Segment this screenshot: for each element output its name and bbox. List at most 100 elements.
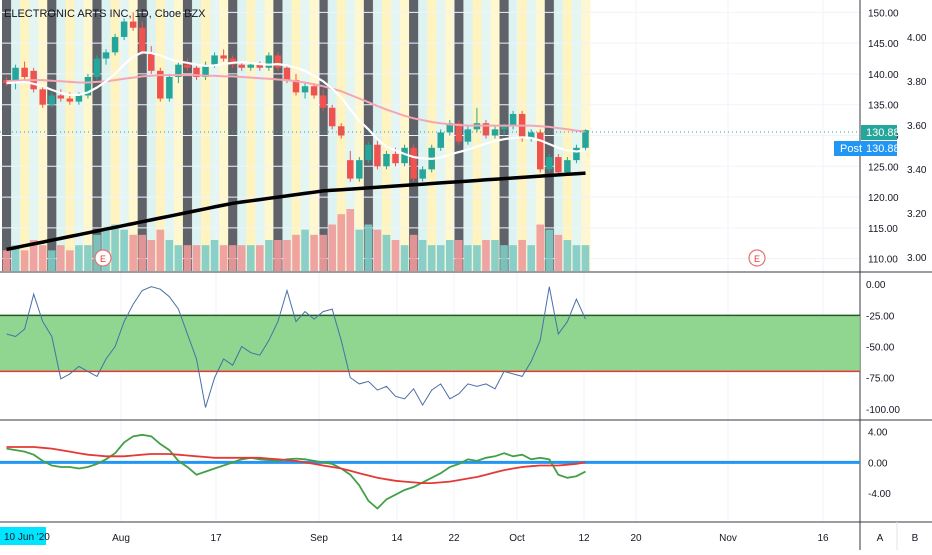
candle-body bbox=[536, 132, 544, 170]
secondary-tick-label: 3.80 bbox=[907, 77, 927, 88]
candle-body bbox=[184, 64, 191, 68]
post-price-value: 130.88 bbox=[866, 143, 900, 155]
last-price-tag bbox=[861, 125, 897, 140]
secondary-tick-label: 3.20 bbox=[907, 209, 927, 220]
secondary-tick-label: 4.00 bbox=[907, 33, 927, 44]
candle-body bbox=[356, 160, 363, 179]
macd-tick-label: 4.00 bbox=[868, 428, 888, 439]
volume-bar bbox=[129, 234, 137, 271]
volume-bar bbox=[391, 240, 400, 271]
candle-body bbox=[66, 98, 74, 102]
candle-body bbox=[365, 144, 372, 161]
candle-body bbox=[48, 95, 56, 105]
volume-bar bbox=[20, 250, 29, 271]
volume-bars bbox=[2, 209, 590, 271]
volume-bar bbox=[246, 245, 255, 271]
candle-body bbox=[482, 123, 490, 136]
volume-bar bbox=[346, 209, 355, 271]
last-price-value: 130.88 bbox=[866, 127, 900, 139]
volume-bar bbox=[373, 229, 382, 271]
volume-bar bbox=[256, 245, 264, 271]
price-tick-label: 125.00 bbox=[868, 162, 899, 173]
volume-bar bbox=[328, 224, 336, 271]
volume-bar bbox=[545, 229, 554, 271]
candle-body bbox=[256, 64, 264, 68]
time-tick-label: Aug bbox=[112, 533, 130, 544]
volume-bar bbox=[554, 234, 563, 271]
volume-bar bbox=[38, 245, 47, 271]
oscillator-line bbox=[6, 286, 586, 408]
volume-bar bbox=[491, 240, 499, 271]
volume-bar bbox=[518, 240, 526, 271]
volume-bar bbox=[455, 240, 463, 271]
candle-body bbox=[283, 67, 291, 81]
candle-body bbox=[12, 67, 19, 84]
volume-bar bbox=[237, 245, 246, 271]
volume-bar bbox=[147, 240, 156, 271]
volume-bar bbox=[111, 224, 119, 271]
candle-body bbox=[527, 132, 535, 139]
volume-bar bbox=[228, 245, 237, 271]
volume-bar bbox=[473, 245, 481, 271]
volume-bar bbox=[436, 245, 445, 271]
price-tick-label: 110.00 bbox=[868, 255, 898, 266]
candle-body bbox=[75, 95, 83, 102]
candle-body bbox=[509, 113, 517, 127]
earnings-badge[interactable] bbox=[94, 249, 112, 267]
oscillator-tick-label: -75.00 bbox=[866, 374, 895, 385]
oscillator-pane bbox=[0, 286, 860, 408]
volume-bar bbox=[319, 234, 327, 271]
cursor-date-tag bbox=[0, 527, 46, 545]
candle-body bbox=[229, 58, 236, 65]
volume-bar bbox=[364, 224, 373, 271]
chart-title[interactable]: ELECTRONIC ARTS INC, 1D, Cboe BZX bbox=[4, 8, 206, 20]
volume-bar bbox=[2, 250, 11, 271]
candle-body bbox=[39, 89, 46, 105]
time-tick-label: 14 bbox=[391, 533, 403, 544]
earnings-badge[interactable] bbox=[748, 249, 766, 267]
volume-bar bbox=[120, 229, 128, 271]
candle-body bbox=[546, 157, 553, 170]
candle-body bbox=[464, 129, 472, 142]
candle-body bbox=[193, 67, 200, 77]
time-tick-label: Oct bbox=[509, 533, 525, 544]
volume-bar bbox=[192, 245, 201, 271]
volume-bar bbox=[382, 234, 391, 271]
log-scale-button[interactable]: B bbox=[912, 533, 919, 544]
volume-bar bbox=[310, 234, 318, 271]
volume-bar bbox=[210, 240, 219, 271]
signal-line-green bbox=[6, 433, 586, 510]
volume-bar bbox=[165, 240, 174, 271]
volume-bar bbox=[482, 240, 490, 271]
cursor-date-label: 10 Jun '20 bbox=[4, 532, 50, 543]
candle-body bbox=[564, 160, 571, 173]
earnings-badge-label: E bbox=[754, 254, 760, 264]
time-axis: Aug 17 Sep 14 22 Oct 12 20 Nov 16 bbox=[112, 533, 829, 544]
price-tick-label: 140.00 bbox=[868, 70, 899, 81]
secondary-tick-label: 3.40 bbox=[907, 165, 927, 176]
candle-body bbox=[93, 58, 101, 77]
volume-bar bbox=[156, 229, 165, 271]
candle-body bbox=[166, 76, 173, 99]
candle-body bbox=[374, 144, 381, 167]
sma-long-line bbox=[6, 171, 586, 252]
moving-averages bbox=[6, 51, 586, 252]
auto-scale-button[interactable]: A bbox=[877, 533, 884, 544]
volume-bar bbox=[66, 250, 74, 271]
candle-body bbox=[148, 52, 155, 71]
volume-bar bbox=[418, 240, 427, 271]
volume-bar bbox=[509, 245, 517, 271]
volume-bar bbox=[183, 245, 192, 271]
volume-bar bbox=[84, 245, 92, 271]
macd-tick-label: -4.00 bbox=[868, 489, 891, 500]
volume-bar bbox=[355, 229, 364, 271]
candle-body bbox=[102, 52, 110, 59]
volume-bar bbox=[292, 234, 300, 271]
macd-pane bbox=[0, 433, 860, 510]
candle-body bbox=[310, 86, 318, 96]
candle-body bbox=[555, 157, 562, 173]
candle-body bbox=[57, 95, 65, 99]
volume-bar bbox=[138, 234, 147, 271]
price-tick-label: 135.00 bbox=[868, 101, 899, 112]
